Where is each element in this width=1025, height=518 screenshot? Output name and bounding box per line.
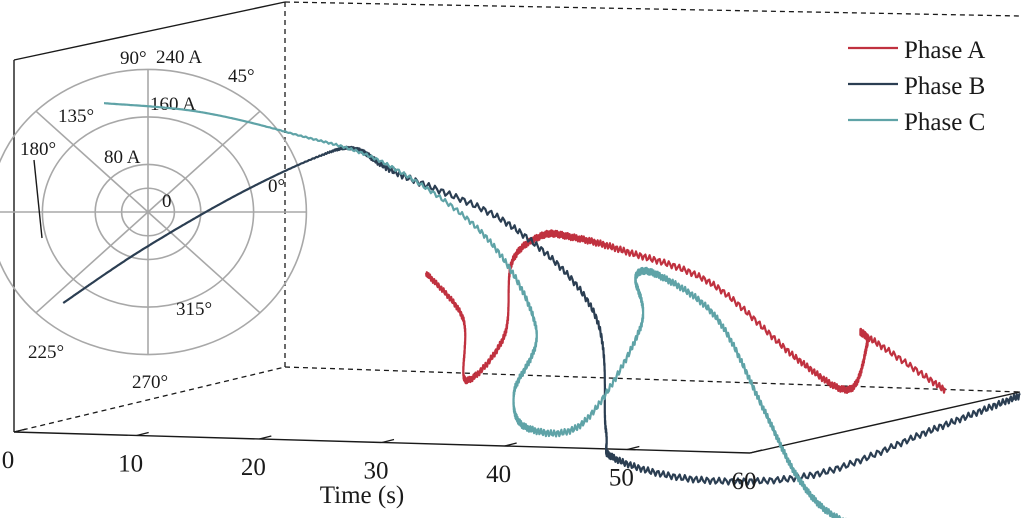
x-tick-label: 40 [486,461,511,488]
x-tick-label: 20 [241,454,266,481]
time-axis: 0 10 20 30 40 50 60 [2,428,763,495]
top-back-edge [284,1,1021,17]
polar-180-leader [33,159,43,239]
polar-angle-label: 135° [58,106,94,127]
polar-angle-label: 180° [20,139,56,160]
x-tick-mark [259,435,272,440]
polar-spoke [147,211,261,314]
x-tick-label: 0 [2,447,15,474]
legend: Phase A Phase B Phase C [848,37,985,136]
series-layer [62,102,1021,518]
x-axis-title: Time (s) [320,482,405,509]
back-floor-left-edge [13,366,286,433]
x-tick-mark [381,438,395,444]
polar-grid: 0° 45° 90° 135°180° 225° 270° 315° 0 80 A 160 A 24… [0,47,308,393]
polar-radius-label: 160 A [150,94,196,115]
x-tick-label: 10 [118,451,143,478]
top-left-edge [13,1,286,61]
polar-angle-label: 315° [176,299,212,320]
x-tick-label: 50 [609,465,634,492]
x-tick-mark [136,431,149,437]
polar-spoke [35,211,149,314]
polar-angle-label: 45° [228,66,255,87]
series-line-phase-a [425,229,947,394]
polar-angle-label: 0° [268,176,285,197]
legend-label: Phase C [904,109,985,136]
x-tick-mark [627,445,640,451]
polar-spoke [35,110,149,213]
right-floor-edge [749,391,1021,454]
legend-label: Phase B [904,73,985,100]
legend-label: Phase A [904,37,985,64]
polar-radius-label: 0 [162,191,172,212]
back-floor-right-edge [284,366,1021,393]
polar-angle-label: 90° [120,48,147,69]
x-tick-label: 30 [364,458,389,485]
x-tick-label: 60 [732,468,757,495]
x-tick-mark [13,428,27,433]
polar-radius-label: 240 A [156,47,202,68]
x-tick-mark [504,442,517,447]
polar-spoke [147,110,261,213]
series-line-phase-c [103,102,847,518]
polar-angle-label: 225° [28,342,64,363]
polar-radius-label: 80 A [104,147,141,168]
polar-angle-label: 270° [132,372,168,393]
x-tick-mark [749,449,763,454]
